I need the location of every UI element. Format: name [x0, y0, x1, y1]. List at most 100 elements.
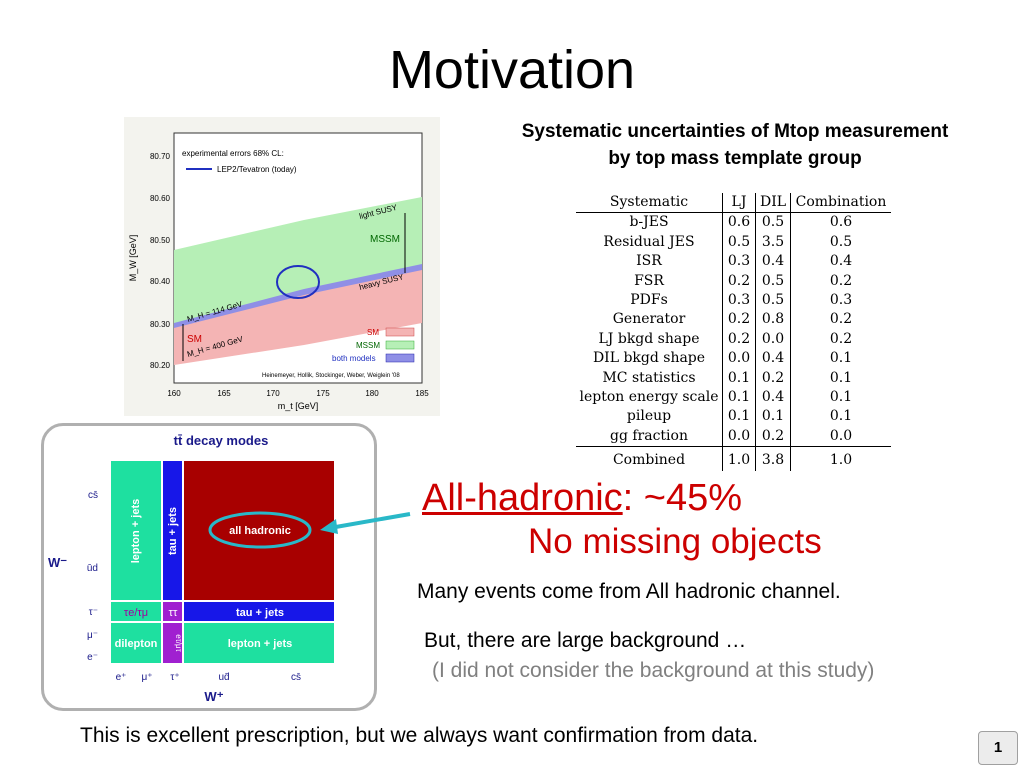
- legend-entry: LEP2/Tevatron (today): [217, 165, 297, 174]
- sm-label: SM: [187, 334, 202, 345]
- systematics-table: Systematic LJ DIL Combination b-JES 0.6 0.…: [576, 193, 891, 471]
- callout-arrow: [329, 512, 411, 530]
- cell-combination: 0.5: [829, 233, 853, 250]
- header-combination: Combination: [790, 193, 891, 214]
- y-axis-tau: τ⁻: [89, 607, 98, 618]
- cell-combination: 0.1: [829, 389, 853, 406]
- cell-systematic: pileup: [576, 407, 723, 427]
- cell-lj: 0.0: [722, 349, 756, 369]
- tau-e-mu-label: τe/τμ: [124, 607, 148, 619]
- e-tau-cell: [163, 623, 182, 663]
- mw-mt-plot-svg: experimental errors 68% CL: LEP2/Tevatro…: [128, 132, 429, 411]
- x-axis-label: m_t [GeV]: [278, 401, 319, 411]
- lepton-jets-horizontal-cell: [184, 623, 334, 663]
- cell-dil: 0.4: [755, 349, 791, 369]
- y-axis-cs: cs̄: [88, 490, 98, 501]
- table-row: Residual JES 0.5 3.5 0.5: [576, 232, 891, 253]
- cell-combination: 0.1: [829, 369, 853, 386]
- cell-systematic: b-JES: [576, 212, 723, 233]
- decay-modes-panel: tt̄ decay modes lepton + jets tau + jets…: [41, 423, 377, 711]
- plot-credit: Heinemeyer, Hollik, Stockinger, Weber, W…: [262, 373, 400, 379]
- table-row: lepton energy scale 0.1 0.4 0.1: [576, 388, 891, 408]
- cell-systematic: Generator: [576, 310, 723, 330]
- x-axis-e: e⁺: [116, 672, 127, 683]
- cell-combination: 0.1: [829, 350, 853, 367]
- x-tick: 165: [217, 389, 231, 398]
- mssm-label: MSSM: [370, 234, 400, 245]
- bottom-statement: This is excellent prescription, but we a…: [80, 724, 759, 747]
- mw-mt-plot: experimental errors 68% CL: LEP2/Tevatro…: [124, 117, 440, 416]
- key-both-label: both models: [332, 354, 376, 363]
- cell-systematic: ISR: [576, 252, 723, 272]
- mssm-band: [174, 197, 422, 325]
- key-mssm-label: MSSM: [356, 341, 380, 350]
- table-row: b-JES 0.6 0.5 0.6: [576, 212, 891, 233]
- y-tick: 80.20: [150, 361, 171, 370]
- callout-arrow-head: [320, 519, 338, 534]
- lep-tevatron-ellipse: [276, 265, 320, 299]
- x-axis-ud: ud̄: [218, 672, 229, 683]
- cell-combination: 1.0: [790, 446, 891, 471]
- cell-combination: 0.6: [829, 214, 853, 231]
- y-tick: 80.40: [150, 277, 171, 286]
- y-axis-label: M_W [GeV]: [128, 235, 138, 282]
- both-models-band: [174, 264, 422, 328]
- table-title-line2: by top mass template group: [608, 148, 862, 169]
- all-hadronic-label: all hadronic: [229, 525, 291, 537]
- large-background-text: But, there are large background …: [424, 629, 747, 652]
- lepton-jets-horizontal-label: lepton + jets: [228, 638, 293, 650]
- cell-systematic: Residual JES: [576, 232, 723, 253]
- not-considered-text: (I did not consider the background at th…: [432, 659, 875, 682]
- lepton-jets-vertical-cell: [111, 461, 161, 600]
- table-row: gg fraction 0.0 0.2 0.0: [576, 426, 891, 448]
- w-plus-label: W⁺: [204, 689, 223, 704]
- cell-systematic: LJ bkgd shape: [576, 329, 723, 350]
- cell-lj: 1.0: [722, 446, 756, 471]
- cell-lj: 0.6: [722, 212, 756, 233]
- table-row: DIL bkgd shape 0.0 0.4 0.1: [576, 349, 891, 369]
- cell-dil: 3.5: [755, 232, 791, 253]
- x-axis-cs: cs̄: [291, 672, 301, 683]
- dilepton-label: dilepton: [115, 638, 158, 650]
- header-dil: DIL: [755, 193, 791, 214]
- lepton-jets-vertical-label: lepton + jets: [130, 499, 142, 564]
- cell-dil: 0.1: [755, 407, 791, 427]
- cell-combination: 0.3: [829, 292, 853, 309]
- table-total-row: Combined 1.0 3.8 1.0: [576, 446, 891, 471]
- cell-combination: 0.2: [829, 272, 853, 289]
- slide-title: Motivation: [388, 40, 636, 100]
- cell-systematic: Combined: [576, 446, 723, 471]
- no-missing-objects-text: No missing objects: [528, 522, 822, 561]
- cell-lj: 0.1: [722, 368, 756, 389]
- cell-lj: 0.1: [722, 407, 756, 427]
- table-row: PDFs 0.3 0.5 0.3: [576, 291, 891, 311]
- tau-jets-vertical-label: tau + jets: [167, 507, 179, 555]
- x-tick: 180: [365, 389, 379, 398]
- x-tick: 175: [316, 389, 330, 398]
- y-tick: 80.60: [150, 194, 171, 203]
- table-row: LJ bkgd shape 0.2 0.0 0.2: [576, 329, 891, 350]
- cell-combination: 0.1: [829, 408, 853, 425]
- y-tick: 80.70: [150, 152, 171, 161]
- y-axis-mu: μ⁻: [87, 630, 98, 641]
- cell-lj: 0.3: [722, 252, 756, 272]
- cell-dil: 0.0: [755, 329, 791, 350]
- table-row: pileup 0.1 0.1 0.1: [576, 407, 891, 427]
- cell-dil: 0.8: [755, 310, 791, 330]
- cell-dil: 0.4: [755, 252, 791, 272]
- table-row: FSR 0.2 0.5 0.2: [576, 271, 891, 292]
- cell-dil: 3.8: [755, 446, 791, 471]
- cell-dil: 0.5: [755, 212, 791, 233]
- decay-modes-diagram: tt̄ decay modes lepton + jets tau + jets…: [48, 433, 334, 704]
- table-header-row: Systematic LJ DIL Combination: [576, 193, 891, 214]
- x-tick: 185: [415, 389, 429, 398]
- cell-systematic: FSR: [576, 271, 723, 292]
- cell-systematic: lepton energy scale: [576, 388, 723, 408]
- cell-dil: 0.4: [755, 388, 791, 408]
- all-hadronic-callout: All-hadronic: ~45%: [422, 476, 742, 520]
- all-hadronic-text: All-hadronic: [422, 477, 623, 519]
- y-tick: 80.30: [150, 320, 171, 329]
- page-number: 1: [978, 731, 1018, 765]
- header-systematic: Systematic: [576, 193, 723, 214]
